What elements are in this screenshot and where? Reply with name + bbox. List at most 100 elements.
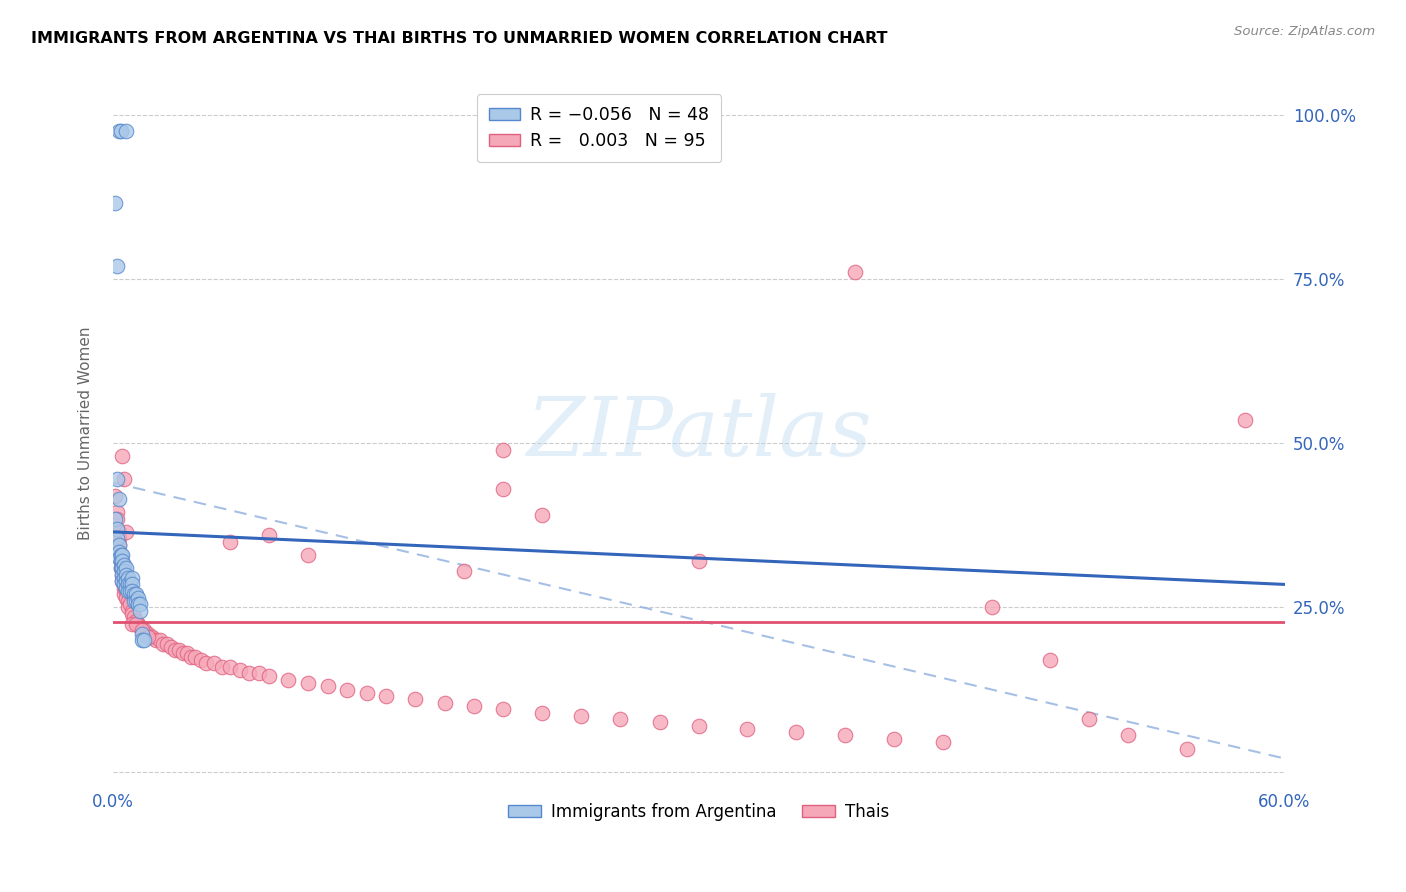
Point [122, 594, 145, 608]
Point [492, 482, 515, 496]
Point [105, 532, 128, 546]
Point [131, 633, 153, 648]
Point [104, 196, 127, 211]
Point [297, 548, 319, 562]
Point [980, 600, 1002, 615]
Point [131, 624, 153, 638]
Point [136, 630, 159, 644]
Point [115, 561, 138, 575]
Point [107, 491, 129, 506]
Point [156, 636, 179, 650]
Point [111, 567, 134, 582]
Point [195, 657, 218, 671]
Point [228, 663, 250, 677]
Text: IMMIGRANTS FROM ARGENTINA VS THAI BIRTHS TO UNMARRIED WOMEN CORRELATION CHART: IMMIGRANTS FROM ARGENTINA VS THAI BIRTHS… [31, 31, 887, 46]
Point [375, 689, 398, 703]
Point [107, 538, 129, 552]
Point [114, 472, 136, 486]
Point [121, 616, 143, 631]
Point [1234, 413, 1257, 427]
Text: ZIPatlas: ZIPatlas [526, 393, 872, 474]
Point [531, 706, 554, 720]
Point [117, 577, 139, 591]
Point [111, 450, 134, 464]
Point [571, 708, 593, 723]
Point [117, 571, 139, 585]
Point [127, 597, 149, 611]
Point [111, 554, 134, 568]
Point [1116, 729, 1139, 743]
Point [110, 561, 132, 575]
Point [219, 534, 242, 549]
Point [122, 587, 145, 601]
Point [202, 657, 225, 671]
Point [129, 620, 152, 634]
Point [105, 505, 128, 519]
Point [120, 597, 142, 611]
Point [107, 544, 129, 558]
Point [110, 548, 132, 562]
Point [883, 731, 905, 746]
Point [932, 735, 955, 749]
Point [114, 558, 136, 572]
Point [785, 725, 807, 739]
Point [135, 626, 157, 640]
Point [105, 522, 128, 536]
Point [115, 124, 138, 138]
Point [110, 548, 132, 562]
Point [111, 574, 134, 588]
Point [111, 561, 134, 575]
Point [238, 666, 260, 681]
Point [120, 577, 142, 591]
Point [127, 616, 149, 631]
Point [132, 624, 155, 638]
Point [122, 610, 145, 624]
Point [297, 676, 319, 690]
Point [219, 659, 242, 673]
Point [107, 551, 129, 566]
Point [115, 574, 138, 588]
Point [111, 567, 134, 582]
Point [117, 594, 139, 608]
Point [117, 584, 139, 599]
Point [1175, 741, 1198, 756]
Point [152, 636, 174, 650]
Point [115, 591, 138, 605]
Point [107, 532, 129, 546]
Point [184, 649, 207, 664]
Point [110, 554, 132, 568]
Point [433, 696, 456, 710]
Point [104, 512, 127, 526]
Point [121, 604, 143, 618]
Point [104, 489, 127, 503]
Point [121, 571, 143, 585]
Point [1078, 712, 1101, 726]
Point [129, 604, 152, 618]
Point [127, 591, 149, 605]
Point [121, 577, 143, 591]
Y-axis label: Births to Unmarried Women: Births to Unmarried Women [79, 326, 93, 540]
Text: Source: ZipAtlas.com: Source: ZipAtlas.com [1234, 25, 1375, 38]
Point [131, 626, 153, 640]
Point [125, 587, 148, 601]
Legend: Immigrants from Argentina, Thais: Immigrants from Argentina, Thais [499, 795, 897, 830]
Point [114, 577, 136, 591]
Point [114, 587, 136, 601]
Point [115, 567, 138, 582]
Point [531, 508, 554, 523]
Point [139, 630, 162, 644]
Point [121, 607, 143, 621]
Point [117, 574, 139, 588]
Point [737, 722, 759, 736]
Point [129, 597, 152, 611]
Point [247, 666, 270, 681]
Point [115, 581, 138, 595]
Point [107, 524, 129, 539]
Point [336, 682, 359, 697]
Point [125, 614, 148, 628]
Point [125, 616, 148, 631]
Point [114, 581, 136, 595]
Point [115, 584, 138, 599]
Point [110, 124, 132, 138]
Point [160, 640, 183, 654]
